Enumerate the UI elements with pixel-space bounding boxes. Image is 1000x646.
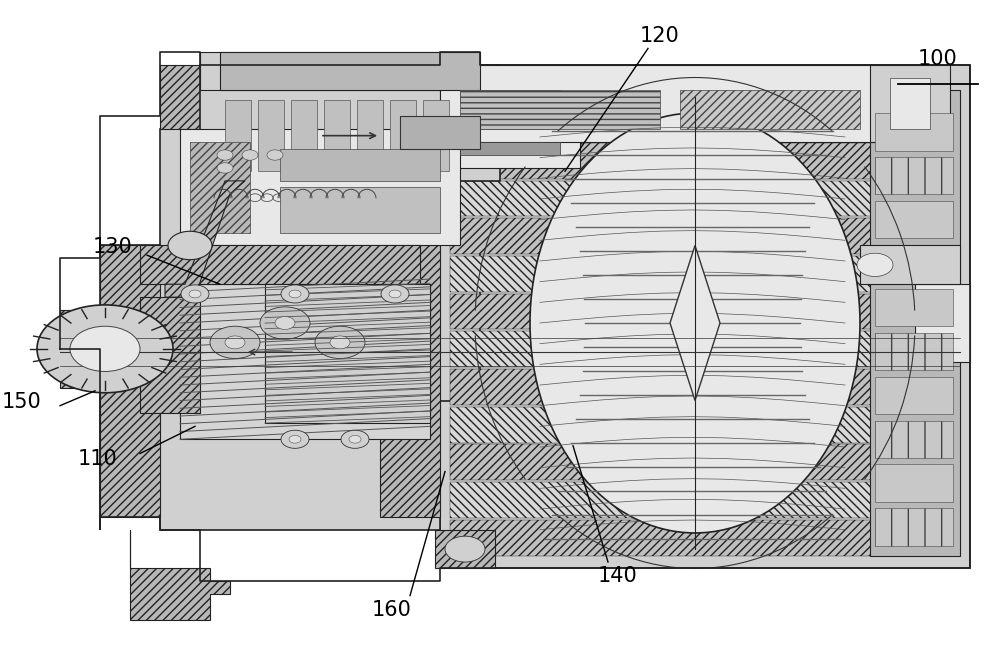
Circle shape (260, 307, 310, 339)
Circle shape (289, 290, 301, 298)
Circle shape (168, 231, 212, 260)
Bar (915, 284, 970, 362)
Circle shape (381, 285, 409, 303)
Text: 110: 110 (78, 449, 118, 468)
Bar (460, 90, 660, 129)
Polygon shape (130, 530, 230, 620)
Circle shape (242, 150, 258, 160)
Bar (870, 90, 960, 556)
Bar (875, 201, 953, 238)
Bar (460, 90, 560, 103)
Bar (265, 284, 430, 423)
Text: 120: 120 (640, 26, 680, 45)
Circle shape (315, 326, 365, 359)
Circle shape (389, 290, 401, 298)
Bar (160, 65, 460, 129)
Circle shape (217, 150, 233, 160)
Bar (450, 444, 950, 480)
Bar (875, 508, 953, 546)
Circle shape (289, 435, 301, 443)
Circle shape (341, 430, 369, 448)
Bar (220, 52, 480, 90)
Bar (450, 331, 950, 367)
Bar (423, 100, 449, 171)
Text: 100: 100 (918, 50, 958, 69)
Circle shape (330, 336, 350, 349)
Bar (280, 149, 440, 181)
Bar (450, 143, 950, 179)
Bar (225, 100, 251, 171)
Bar (280, 187, 440, 233)
Bar (875, 113, 953, 151)
Circle shape (37, 305, 173, 393)
Bar (435, 530, 495, 568)
Circle shape (225, 336, 245, 349)
Circle shape (181, 285, 209, 303)
Bar (390, 100, 416, 171)
Circle shape (189, 290, 201, 298)
Circle shape (857, 253, 893, 276)
Bar (875, 377, 953, 414)
Text: 140: 140 (598, 567, 638, 586)
Bar (890, 78, 930, 129)
Circle shape (267, 150, 283, 160)
Bar (190, 142, 250, 233)
Bar (875, 464, 953, 502)
Bar (680, 90, 860, 129)
Bar (860, 245, 960, 284)
Bar (875, 421, 953, 458)
Text: 130: 130 (93, 237, 133, 256)
Bar (440, 65, 970, 568)
Bar (450, 218, 950, 254)
Bar (450, 407, 950, 443)
Text: 160: 160 (372, 601, 412, 620)
Bar (140, 297, 200, 413)
Circle shape (210, 326, 260, 359)
Circle shape (281, 285, 309, 303)
Bar (357, 100, 383, 171)
Bar (258, 100, 284, 171)
Bar (140, 245, 420, 284)
Bar (440, 65, 890, 142)
Circle shape (70, 326, 140, 371)
Ellipse shape (530, 113, 860, 533)
Bar (450, 256, 950, 292)
Bar (450, 294, 950, 329)
Bar (200, 65, 500, 181)
Text: 150: 150 (2, 392, 42, 412)
Bar (400, 116, 480, 149)
Bar (450, 369, 950, 405)
Bar (875, 289, 953, 326)
Bar (460, 116, 560, 129)
Bar (450, 181, 950, 216)
Bar (324, 100, 350, 171)
Bar (180, 284, 430, 439)
Bar (870, 65, 950, 142)
Bar (380, 245, 440, 517)
Bar (291, 100, 317, 171)
Bar (180, 129, 460, 245)
Circle shape (281, 430, 309, 448)
Circle shape (445, 536, 485, 562)
Bar (875, 245, 953, 282)
Bar (460, 142, 560, 155)
Circle shape (275, 317, 295, 329)
Bar (875, 157, 953, 194)
Bar (450, 105, 950, 141)
Bar (200, 52, 440, 90)
Polygon shape (165, 181, 245, 297)
Bar (60, 310, 120, 388)
Polygon shape (670, 245, 720, 401)
Circle shape (349, 435, 361, 443)
Polygon shape (100, 129, 480, 530)
Bar (875, 333, 953, 370)
Bar (450, 482, 950, 518)
Bar (450, 520, 950, 556)
Bar (100, 245, 160, 517)
Bar (440, 78, 580, 168)
Circle shape (217, 163, 233, 173)
